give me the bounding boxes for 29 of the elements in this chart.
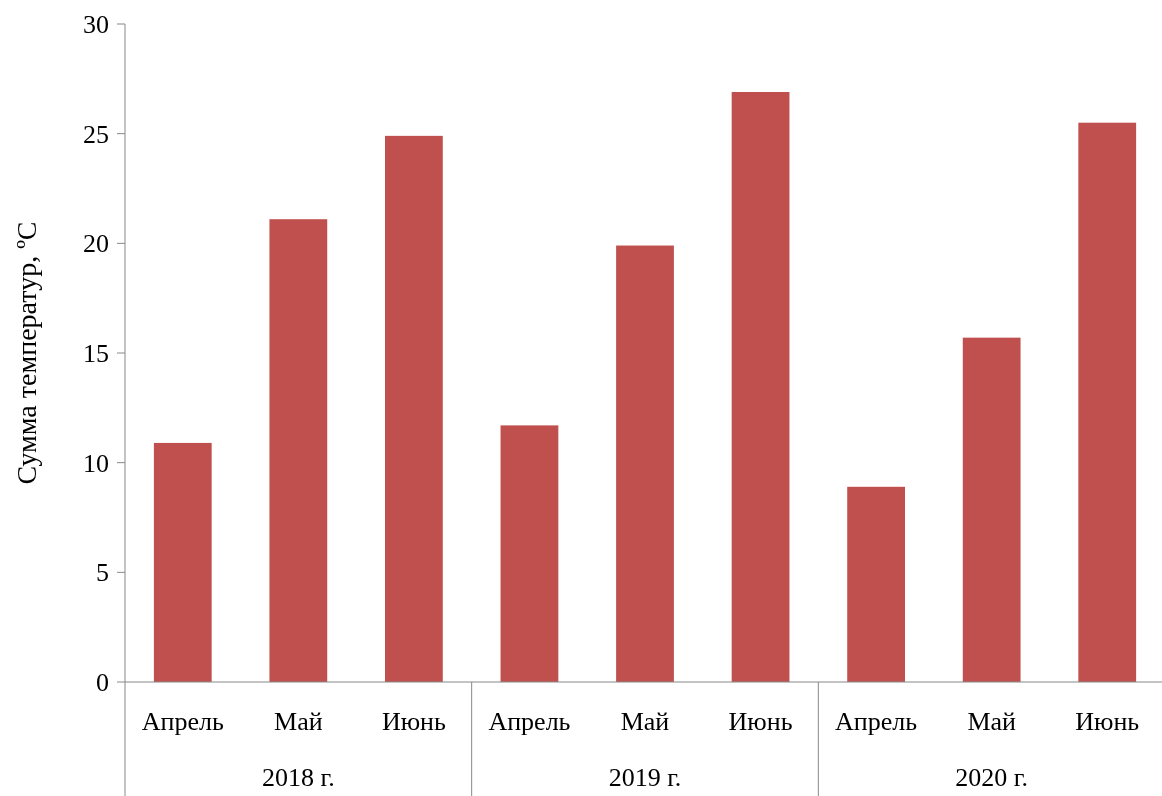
y-tick-label: 20 bbox=[83, 229, 109, 259]
y-tick-label: 10 bbox=[83, 448, 109, 478]
x-tick-label: Май bbox=[620, 707, 670, 736]
x-tick-label: Апрель bbox=[141, 707, 224, 736]
y-axis-title: Сумма температур, ºC bbox=[11, 221, 42, 485]
y-tick-label: 5 bbox=[96, 558, 109, 588]
bar bbox=[731, 91, 790, 682]
y-tick-label: 15 bbox=[83, 339, 109, 369]
bar bbox=[962, 337, 1021, 682]
bar bbox=[500, 425, 559, 682]
x-tick-label: Июнь bbox=[381, 707, 447, 736]
x-tick-label: Апрель bbox=[488, 707, 571, 736]
bar bbox=[616, 245, 674, 682]
text: 2018 г. bbox=[261, 763, 335, 792]
bar bbox=[385, 135, 443, 682]
text: 2020 г. bbox=[955, 763, 1029, 792]
y-tick-label: 0 bbox=[96, 668, 109, 698]
text: 2019 г. bbox=[608, 763, 682, 792]
x-tick-label: Июнь bbox=[728, 707, 793, 736]
x-tick-label: Июнь bbox=[1075, 707, 1140, 736]
bar bbox=[1078, 122, 1137, 682]
x-tick-label: Май bbox=[274, 707, 323, 736]
bar bbox=[269, 219, 328, 682]
y-tick-label: 25 bbox=[83, 119, 109, 149]
bar bbox=[847, 486, 905, 682]
x-tick-label: Май bbox=[967, 707, 1017, 736]
x-tick-label: Апрель bbox=[835, 707, 918, 736]
bar bbox=[153, 442, 212, 682]
y-tick-label: 30 bbox=[83, 10, 109, 40]
